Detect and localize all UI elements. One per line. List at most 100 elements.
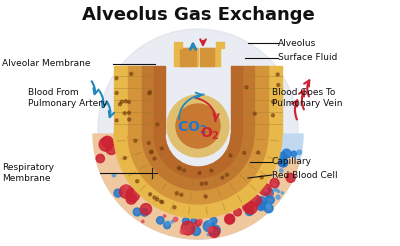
Circle shape bbox=[264, 188, 273, 197]
Circle shape bbox=[147, 141, 150, 144]
Circle shape bbox=[175, 192, 178, 195]
Circle shape bbox=[264, 204, 273, 213]
Circle shape bbox=[280, 169, 283, 172]
Circle shape bbox=[207, 233, 210, 236]
Bar bbox=[128, 66, 142, 134]
Circle shape bbox=[274, 188, 277, 191]
Circle shape bbox=[243, 152, 246, 154]
Circle shape bbox=[98, 29, 298, 229]
Text: Surface Fluid: Surface Fluid bbox=[278, 53, 337, 62]
Circle shape bbox=[297, 150, 302, 154]
Circle shape bbox=[226, 173, 228, 176]
Circle shape bbox=[118, 103, 122, 106]
Bar bbox=[154, 66, 165, 134]
Text: Alveolus Gas Exchange: Alveolus Gas Exchange bbox=[82, 6, 314, 24]
Text: Blood Goes To
Pulmonary Vein: Blood Goes To Pulmonary Vein bbox=[272, 88, 342, 108]
Bar bbox=[114, 66, 128, 134]
Circle shape bbox=[115, 77, 118, 80]
Circle shape bbox=[200, 182, 203, 185]
Circle shape bbox=[163, 215, 166, 217]
Circle shape bbox=[209, 227, 220, 237]
Circle shape bbox=[150, 150, 153, 153]
Circle shape bbox=[191, 226, 196, 230]
Circle shape bbox=[181, 221, 195, 235]
Circle shape bbox=[177, 167, 180, 169]
Circle shape bbox=[142, 220, 144, 223]
Circle shape bbox=[156, 217, 164, 224]
Circle shape bbox=[195, 220, 201, 226]
Circle shape bbox=[96, 154, 104, 163]
Circle shape bbox=[208, 227, 213, 232]
Circle shape bbox=[276, 195, 280, 199]
Circle shape bbox=[209, 220, 212, 223]
Circle shape bbox=[156, 198, 159, 201]
Circle shape bbox=[280, 159, 288, 167]
Circle shape bbox=[282, 149, 291, 158]
Circle shape bbox=[229, 154, 232, 157]
Circle shape bbox=[153, 196, 156, 199]
Bar bbox=[180, 48, 196, 66]
Circle shape bbox=[161, 201, 164, 204]
Circle shape bbox=[260, 176, 263, 179]
Circle shape bbox=[149, 193, 152, 196]
Circle shape bbox=[115, 119, 118, 122]
Circle shape bbox=[124, 100, 127, 103]
Text: $\mathbf{CO_2}$: $\mathbf{CO_2}$ bbox=[177, 120, 207, 136]
Wedge shape bbox=[114, 134, 282, 218]
Wedge shape bbox=[96, 134, 303, 239]
Circle shape bbox=[270, 178, 279, 187]
Bar bbox=[254, 66, 268, 134]
Bar bbox=[174, 42, 182, 48]
Text: Blood From
Pulmonary Artery: Blood From Pulmonary Artery bbox=[28, 88, 107, 108]
Bar bbox=[200, 48, 214, 66]
Circle shape bbox=[176, 104, 220, 148]
Circle shape bbox=[134, 139, 137, 142]
Wedge shape bbox=[154, 134, 242, 178]
Circle shape bbox=[180, 229, 185, 234]
Circle shape bbox=[173, 206, 176, 209]
Circle shape bbox=[286, 173, 295, 182]
Circle shape bbox=[277, 83, 280, 87]
Circle shape bbox=[210, 217, 217, 224]
Circle shape bbox=[102, 136, 113, 148]
Circle shape bbox=[99, 138, 113, 151]
Circle shape bbox=[278, 153, 287, 162]
Circle shape bbox=[191, 218, 197, 224]
Circle shape bbox=[120, 100, 123, 103]
Circle shape bbox=[136, 180, 139, 183]
Circle shape bbox=[234, 208, 242, 216]
Circle shape bbox=[291, 151, 296, 156]
Circle shape bbox=[115, 92, 118, 94]
Circle shape bbox=[166, 221, 170, 226]
Circle shape bbox=[242, 201, 254, 212]
Text: Respiratory
Membrane: Respiratory Membrane bbox=[2, 163, 54, 183]
Circle shape bbox=[256, 197, 267, 208]
Wedge shape bbox=[128, 134, 268, 204]
Circle shape bbox=[253, 112, 256, 115]
Circle shape bbox=[126, 194, 136, 204]
Circle shape bbox=[257, 151, 260, 154]
Bar bbox=[142, 66, 154, 134]
Circle shape bbox=[173, 217, 178, 222]
Circle shape bbox=[156, 123, 159, 126]
Circle shape bbox=[114, 189, 122, 197]
Circle shape bbox=[210, 225, 220, 236]
Circle shape bbox=[160, 147, 163, 150]
Circle shape bbox=[281, 192, 284, 194]
Circle shape bbox=[274, 184, 276, 186]
Text: $\mathbf{O_2}$: $\mathbf{O_2}$ bbox=[200, 126, 220, 142]
Circle shape bbox=[141, 209, 148, 216]
Circle shape bbox=[266, 196, 274, 204]
Circle shape bbox=[256, 200, 266, 211]
Circle shape bbox=[245, 86, 248, 89]
Circle shape bbox=[182, 218, 190, 225]
Circle shape bbox=[272, 101, 275, 104]
Wedge shape bbox=[93, 134, 300, 239]
Circle shape bbox=[245, 205, 248, 208]
Circle shape bbox=[265, 189, 267, 192]
Circle shape bbox=[266, 204, 270, 208]
Circle shape bbox=[192, 227, 200, 235]
Bar bbox=[242, 66, 254, 134]
Circle shape bbox=[112, 173, 116, 177]
Circle shape bbox=[203, 221, 214, 232]
